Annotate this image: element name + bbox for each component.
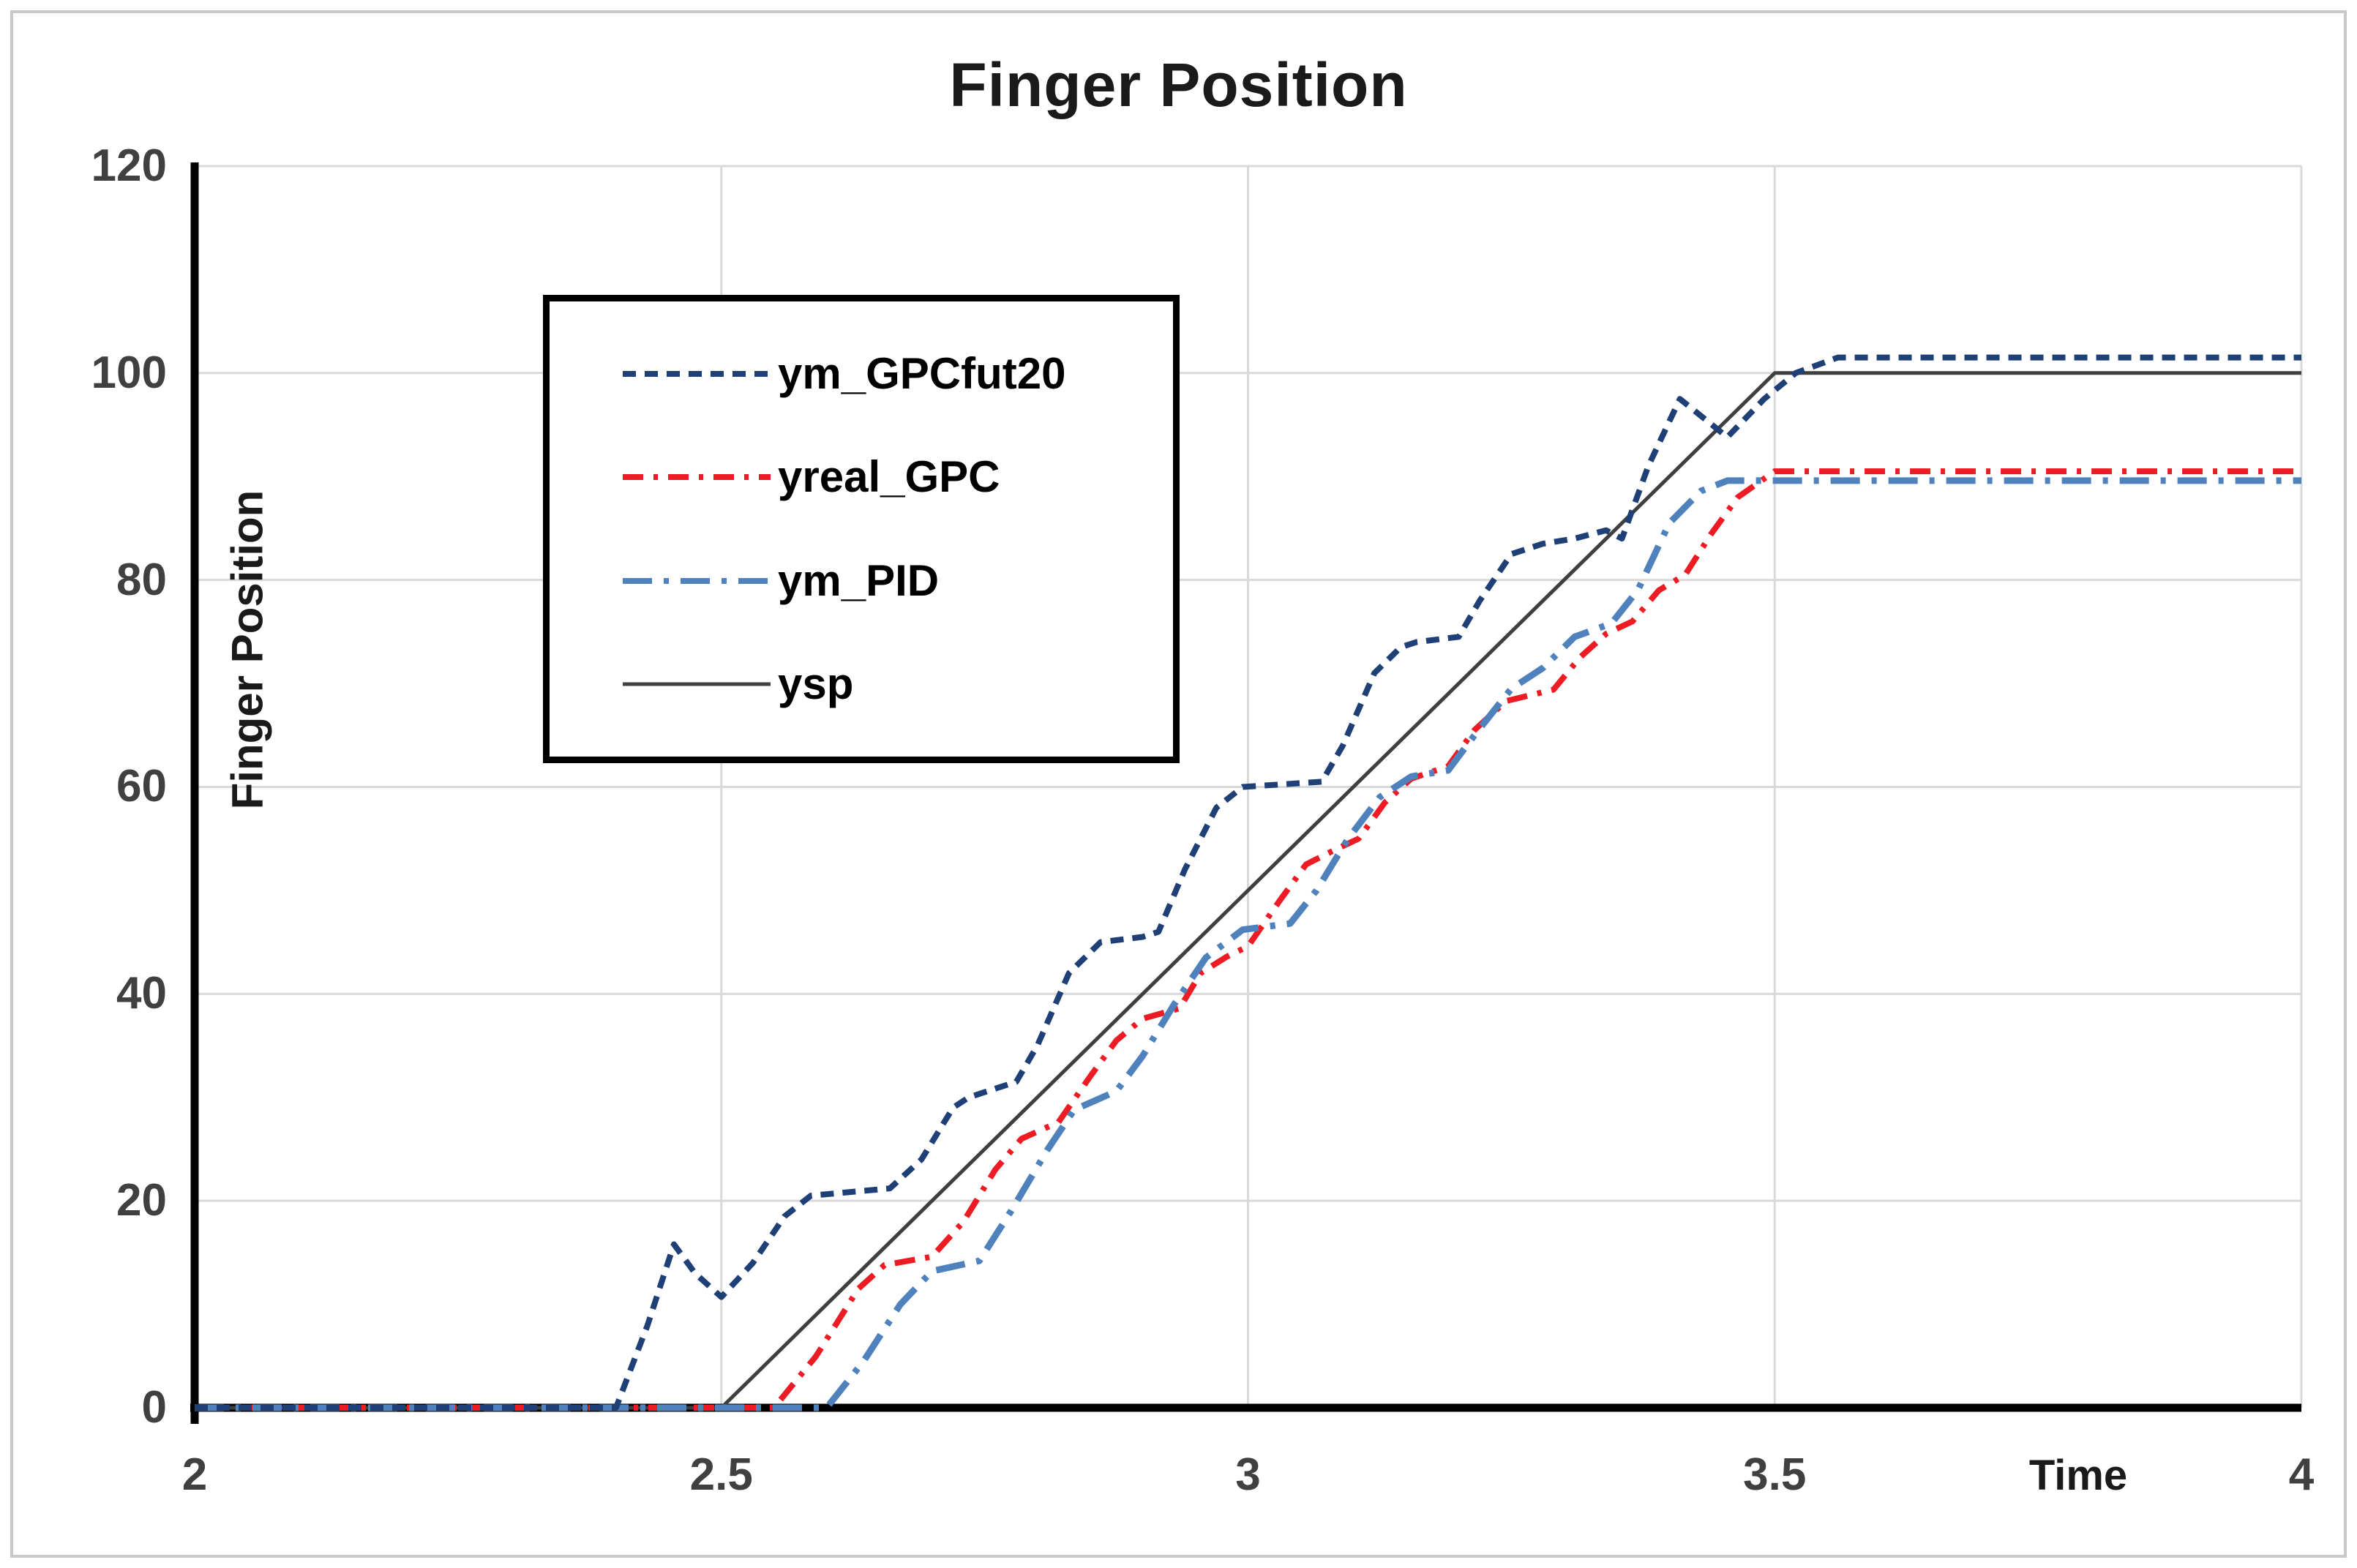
y-tick-label: 60: [116, 761, 167, 812]
y-tick-label: 40: [116, 968, 167, 1019]
legend-line-sample-icon: [623, 577, 771, 584]
legend-line-sample-icon: [623, 474, 771, 481]
y-tick-label: 80: [116, 554, 167, 605]
x-tick-label: 3.5: [1743, 1449, 1807, 1500]
chart-title: Finger Position: [949, 50, 1408, 119]
legend-entry: yreal_GPC: [620, 455, 1158, 499]
series-ym_GPCfut20: [195, 354, 2301, 1411]
x-tick-label: 3: [1235, 1449, 1261, 1500]
legend-entry: ysp: [620, 662, 1158, 706]
y-tick-label: 100: [91, 347, 167, 398]
legend-entry: ym_PID: [620, 555, 1158, 605]
x-axis-title: Time: [2028, 1452, 2128, 1499]
y-tick-label: 120: [91, 140, 167, 191]
legend-entry: ym_GPCfut20: [620, 348, 1158, 398]
x-tick-label: 2: [181, 1449, 208, 1500]
legend-line-sample-icon: [623, 370, 771, 377]
legend-line-sample-icon: [623, 682, 771, 686]
series-ym_PID: [195, 477, 2301, 1411]
legend: ym_GPCfut20 yreal_GPC ym_PID ysp: [543, 295, 1180, 763]
legend-label: ysp: [778, 659, 854, 709]
legend-label: yreal_GPC: [778, 452, 1000, 502]
series-yreal_GPC: [195, 468, 2301, 1411]
x-tick-label: 2.5: [689, 1449, 753, 1500]
series-ysp: [195, 371, 2301, 1410]
y-tick-label: 0: [141, 1382, 167, 1433]
legend-label: ym_GPCfut20: [778, 348, 1066, 398]
y-axis-title: Finger Position: [222, 489, 272, 810]
y-tick-label: 20: [116, 1175, 167, 1226]
x-tick-label: 4: [2288, 1449, 2315, 1500]
legend-label: ym_PID: [778, 555, 940, 605]
figure-border: [10, 10, 2347, 1558]
